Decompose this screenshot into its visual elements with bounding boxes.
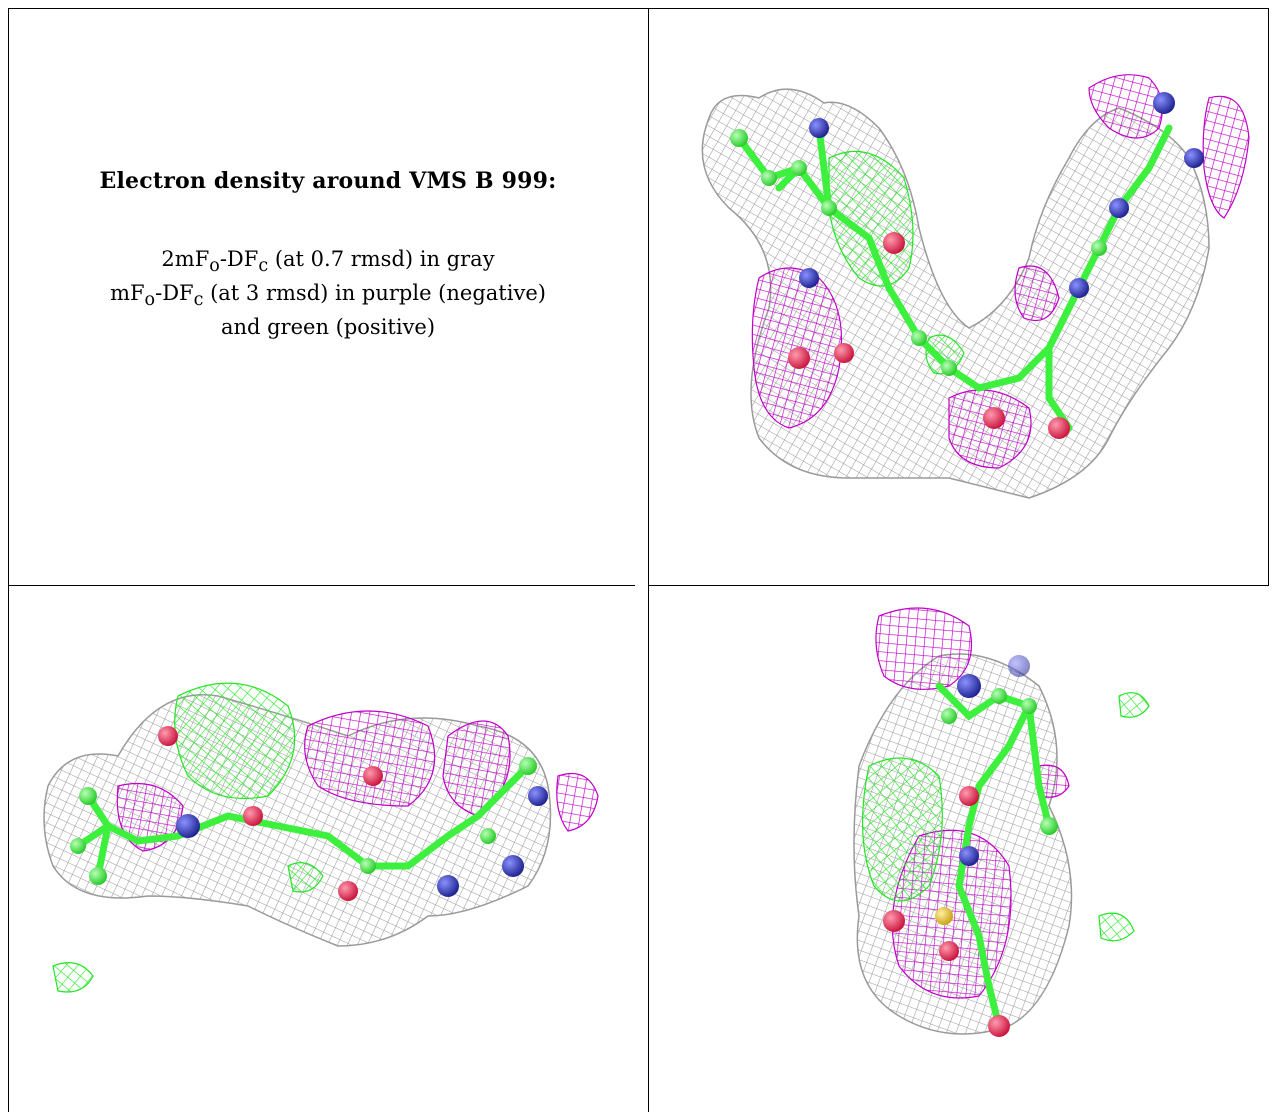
green-mesh-2 bbox=[52, 962, 94, 993]
table-left-rule bbox=[8, 8, 9, 1112]
purple-mesh-2 bbox=[442, 720, 511, 817]
green-mesh-3 bbox=[1098, 912, 1135, 942]
purple-mesh-3 bbox=[556, 772, 599, 832]
density-render-bottom-left bbox=[43, 682, 599, 993]
purple-mesh-1 bbox=[875, 607, 973, 690]
ligand-atoms bbox=[70, 726, 548, 901]
green-mesh-1 bbox=[174, 682, 296, 799]
ligand-atoms bbox=[730, 92, 1204, 439]
view-bottom-left bbox=[8, 586, 648, 1112]
view-top-right bbox=[649, 8, 1269, 585]
purple-mesh-5 bbox=[948, 389, 1032, 469]
caption-line-green: and green (positive) bbox=[220, 315, 436, 340]
caption-line-2fo: 2mFo-DFc (at 0.7 rmsd) in gray bbox=[161, 247, 495, 277]
table-top-rule bbox=[8, 8, 1269, 9]
caption-line-fo: mFo-DFc (at 3 rmsd) in purple (negative) bbox=[110, 281, 546, 311]
density-render-bottom-right bbox=[853, 607, 1150, 1037]
table-right-rule bbox=[1268, 8, 1269, 585]
table-center-rule bbox=[648, 8, 649, 1112]
green-mesh-3 bbox=[287, 862, 324, 893]
green-mesh-1 bbox=[861, 757, 943, 902]
table-middle-rule-right bbox=[649, 585, 1269, 586]
ligand-sticks bbox=[935, 682, 1053, 1030]
figure-table: Electron density around VMS B 999: 2mFo-… bbox=[8, 8, 1269, 1112]
purple-mesh-4 bbox=[1014, 265, 1060, 322]
green-mesh-2 bbox=[1118, 692, 1150, 718]
density-render-top-right bbox=[701, 74, 1250, 499]
purple-mesh-1 bbox=[304, 710, 436, 807]
caption-title: Electron density around VMS B 999: bbox=[99, 168, 557, 194]
purple-mesh-2 bbox=[1088, 74, 1163, 139]
table-middle-rule-left bbox=[8, 585, 635, 586]
view-bottom-right bbox=[649, 586, 1269, 1112]
purple-mesh-3 bbox=[1202, 95, 1250, 219]
purple-mesh-3 bbox=[1038, 764, 1070, 798]
ligand-atoms bbox=[883, 655, 1058, 1037]
caption-cell: Electron density around VMS B 999: 2mFo-… bbox=[8, 8, 648, 585]
caption: Electron density around VMS B 999: 2mFo-… bbox=[28, 168, 628, 341]
